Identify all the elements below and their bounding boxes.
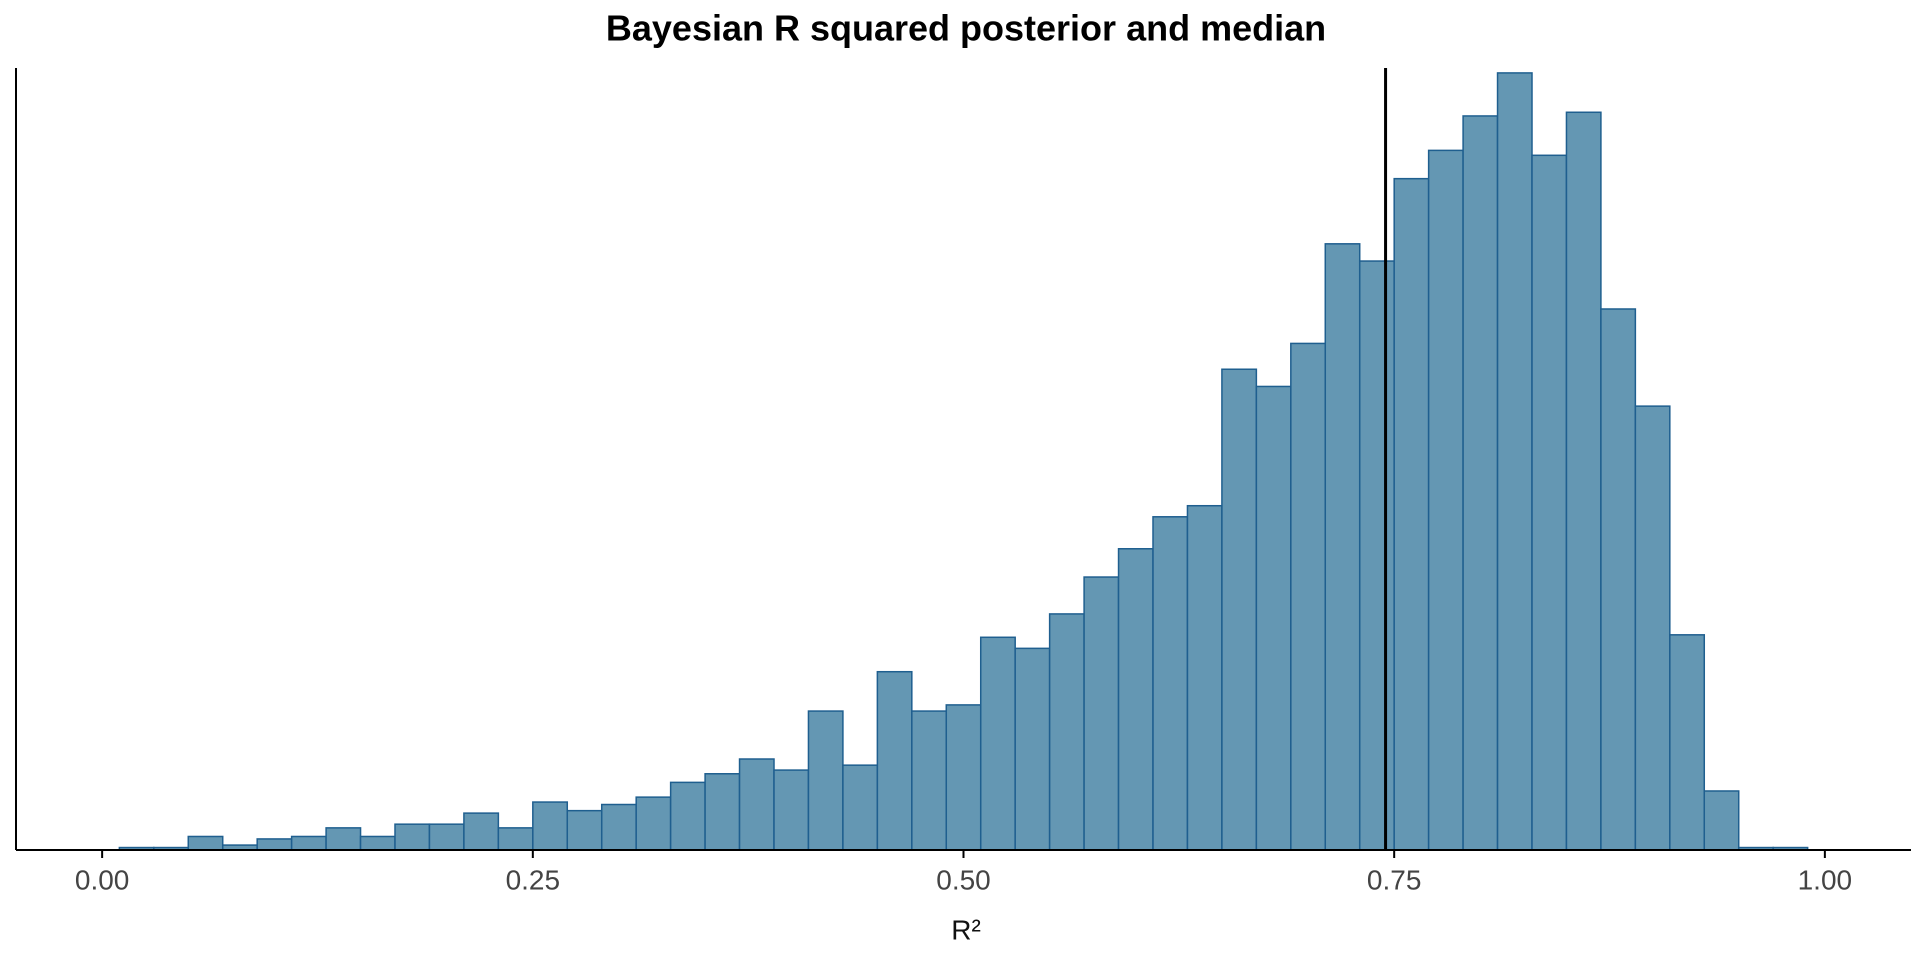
chart-title: Bayesian R squared posterior and median	[606, 8, 1326, 49]
bar	[600, 803, 637, 851]
x-axis-label: R²	[951, 914, 981, 945]
x-tick-label: 0.25	[506, 864, 561, 895]
bar	[807, 710, 844, 851]
bar	[1393, 177, 1430, 851]
bar	[1634, 405, 1671, 851]
bar	[773, 769, 810, 851]
bar	[566, 809, 603, 851]
x-tick-label: 1.00	[1798, 864, 1853, 895]
bar	[1186, 504, 1223, 851]
bar	[1117, 548, 1154, 851]
bar	[704, 773, 741, 851]
bar	[1565, 111, 1602, 851]
bar	[1358, 260, 1395, 851]
x-tick-label: 0.00	[75, 864, 130, 895]
bar	[635, 796, 672, 851]
bar	[979, 636, 1016, 851]
bar	[1427, 149, 1464, 851]
bar	[945, 704, 982, 851]
bar	[428, 823, 465, 851]
bar	[497, 827, 534, 851]
bar	[1152, 516, 1189, 851]
bar	[463, 812, 500, 851]
bar	[290, 835, 327, 851]
bar	[738, 758, 775, 851]
bar	[1324, 243, 1361, 851]
bar	[1600, 308, 1637, 851]
bar	[532, 801, 569, 851]
bar	[187, 835, 224, 851]
bar	[669, 781, 706, 851]
bar	[1290, 342, 1327, 851]
bar	[1462, 115, 1499, 851]
bar	[359, 835, 396, 851]
bar	[1083, 576, 1120, 851]
bar	[256, 838, 293, 851]
bar	[1014, 647, 1051, 851]
x-tick-label: 0.75	[1367, 864, 1422, 895]
bar	[842, 764, 879, 851]
bar	[1703, 790, 1740, 851]
x-tick-label: 0.50	[936, 864, 991, 895]
bar	[1531, 154, 1568, 851]
bar	[911, 710, 948, 851]
bar	[876, 670, 913, 851]
bar	[1221, 368, 1258, 851]
bar	[1669, 634, 1706, 851]
bar	[1048, 613, 1085, 851]
bar	[1496, 72, 1533, 851]
bar	[325, 827, 362, 851]
bar	[394, 823, 431, 851]
bar	[1255, 385, 1292, 851]
